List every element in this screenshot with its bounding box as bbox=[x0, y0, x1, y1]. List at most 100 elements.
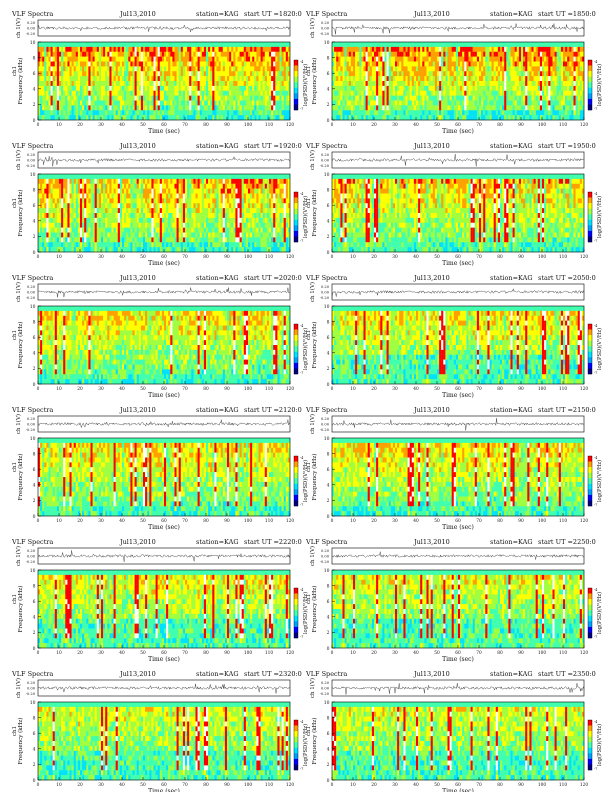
spectrogram-cell bbox=[401, 110, 403, 115]
spectrogram-cell bbox=[162, 218, 164, 223]
spectrogram-cell bbox=[86, 110, 88, 115]
spectrogram-cell bbox=[559, 86, 561, 91]
spectrogram-cell bbox=[372, 91, 374, 96]
spectrogram-cell bbox=[340, 52, 342, 57]
spectrogram-cell bbox=[498, 96, 500, 101]
spectrogram-xlabel: Time (sec) bbox=[148, 128, 180, 135]
spectrogram-cell bbox=[133, 91, 135, 96]
spectrogram-cell bbox=[147, 242, 149, 247]
spectrogram-cell bbox=[508, 110, 510, 115]
spectrogram-cell bbox=[527, 115, 529, 120]
spectrogram-cell bbox=[210, 76, 212, 81]
spectrogram-cell bbox=[42, 115, 44, 120]
spectrogram-cell bbox=[391, 52, 393, 57]
spectrogram-cell bbox=[181, 71, 183, 76]
spectrogram-cell bbox=[151, 213, 153, 218]
spectrogram-cell bbox=[128, 76, 130, 81]
spectrogram-cell bbox=[284, 66, 286, 71]
spectrogram-cell bbox=[97, 184, 99, 189]
spectrogram-cell bbox=[124, 115, 126, 120]
spectrogram-cell bbox=[91, 184, 93, 189]
spectrogram-cell bbox=[70, 247, 72, 252]
spectrogram-cell bbox=[366, 62, 368, 67]
spectrogram-cell bbox=[145, 179, 147, 184]
spectrogram-cell bbox=[93, 86, 95, 91]
spectrogram-cell bbox=[151, 203, 153, 208]
spectrogram-cell bbox=[141, 203, 143, 208]
spectrogram-cell bbox=[160, 208, 162, 213]
spectrogram-cell bbox=[490, 76, 492, 81]
spectrogram-cell bbox=[387, 62, 389, 67]
spectrogram-cell bbox=[431, 110, 433, 115]
spectrogram-cell bbox=[231, 42, 233, 47]
spectrogram-cell bbox=[198, 86, 200, 91]
spectrogram-cell bbox=[107, 115, 109, 120]
spectrogram-cell bbox=[145, 42, 147, 47]
spectrogram-cell bbox=[168, 66, 170, 71]
spectrogram-cell bbox=[74, 213, 76, 218]
spectrogram-cell bbox=[372, 62, 374, 67]
spectrogram-cell bbox=[42, 174, 44, 179]
spectrogram-cell bbox=[500, 91, 502, 96]
spectrogram-cell bbox=[414, 71, 416, 76]
spectrogram-cell bbox=[61, 57, 63, 62]
spectrogram-cell bbox=[156, 218, 158, 223]
spectrogram-cell bbox=[506, 42, 508, 47]
spectrogram-cell bbox=[53, 228, 55, 233]
spectrogram-cell bbox=[435, 91, 437, 96]
spectrogram-cell bbox=[61, 242, 63, 247]
spectrogram-cell bbox=[135, 179, 137, 184]
spectrogram-cell bbox=[191, 66, 193, 71]
spectrogram-cell bbox=[366, 47, 368, 52]
spectrogram-cell bbox=[418, 86, 420, 91]
spectrogram-cell bbox=[466, 105, 468, 110]
spectrogram-cell bbox=[107, 57, 109, 62]
spectrogram-cell bbox=[347, 52, 349, 57]
spectrogram-cell bbox=[439, 105, 441, 110]
spectrogram-cell bbox=[563, 105, 565, 110]
spectrogram-cell bbox=[418, 81, 420, 86]
spectrogram-cell bbox=[42, 52, 44, 57]
spectrogram-cell bbox=[46, 228, 48, 233]
spectrogram-cell bbox=[84, 91, 86, 96]
spectrogram-cell bbox=[95, 57, 97, 62]
spectrogram-cell bbox=[277, 101, 279, 106]
spectrogram-cell bbox=[160, 223, 162, 228]
spectrogram-cell bbox=[515, 71, 517, 76]
spectrogram-cell bbox=[97, 96, 99, 101]
spectrogram-cell bbox=[164, 66, 166, 71]
spectrogram-cell bbox=[156, 57, 158, 62]
spectrogram-cell bbox=[458, 101, 460, 106]
spectrogram-cell bbox=[80, 96, 82, 101]
spectrogram-cell bbox=[334, 86, 336, 91]
spectrogram-cell bbox=[133, 198, 135, 203]
spectrogram-cell bbox=[242, 62, 244, 67]
spectrogram-cell bbox=[529, 42, 531, 47]
spectrogram-cell bbox=[185, 52, 187, 57]
spectrogram-cell bbox=[38, 194, 40, 199]
spectrogram-cell bbox=[76, 96, 78, 101]
spectrogram-cell bbox=[105, 52, 107, 57]
spectrogram-cell bbox=[160, 76, 162, 81]
spectrogram-cell bbox=[580, 91, 582, 96]
spectrogram-cell bbox=[103, 76, 105, 81]
spectrogram-cell bbox=[65, 57, 67, 62]
spectrogram-cell bbox=[504, 86, 506, 91]
spectrogram-cell bbox=[49, 194, 51, 199]
spectrogram-cell bbox=[578, 62, 580, 67]
spectrogram-cell bbox=[65, 91, 67, 96]
spectrogram-cell bbox=[240, 91, 242, 96]
spectrogram-cell bbox=[133, 66, 135, 71]
spectrogram-cell bbox=[441, 96, 443, 101]
spectrogram-cell bbox=[46, 96, 48, 101]
spectrogram-cell bbox=[443, 86, 445, 91]
spectrogram-cell bbox=[414, 105, 416, 110]
spectrogram-cell bbox=[130, 189, 132, 194]
spectrogram-cell bbox=[464, 57, 466, 62]
spectrogram-cell bbox=[76, 242, 78, 247]
spectrogram-cell bbox=[391, 42, 393, 47]
spectrogram-cell bbox=[225, 76, 227, 81]
spectrogram-cell bbox=[38, 110, 40, 115]
spectrogram-cell bbox=[135, 57, 137, 62]
spectrogram-cell bbox=[380, 101, 382, 106]
